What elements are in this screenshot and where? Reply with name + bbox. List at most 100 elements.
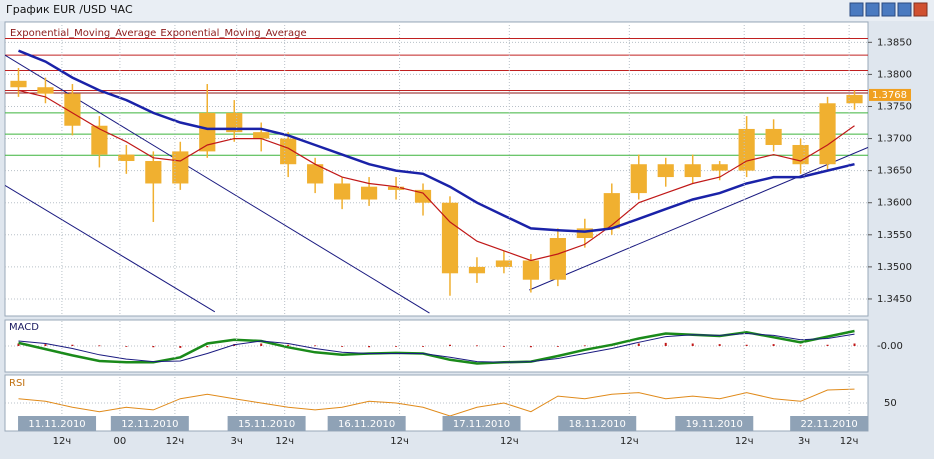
x-tick-label: 3ч <box>231 436 243 447</box>
y-tick-label: 1.3500 <box>877 262 912 273</box>
trend-line <box>529 146 868 291</box>
histogram-bar <box>475 345 478 347</box>
histogram-bar <box>502 346 505 347</box>
close-button[interactable] <box>913 2 928 17</box>
histogram-bar <box>664 342 667 346</box>
price-tag-label: 1.3768 <box>872 90 907 101</box>
macd-line <box>18 332 855 363</box>
candle-body <box>846 94 863 104</box>
menu-button[interactable] <box>865 2 880 17</box>
date-box <box>110 416 189 431</box>
y-tick-label: 1.3850 <box>877 37 912 48</box>
x-tick-label: 12ч <box>840 436 859 447</box>
histogram-bar <box>529 346 532 348</box>
candle-body <box>145 161 162 184</box>
candle-body <box>360 186 378 200</box>
window-buttons[interactable] <box>849 2 928 17</box>
candle-body <box>118 154 135 162</box>
histogram-bar <box>260 343 263 346</box>
legend-entry: Exponential_Moving_Average <box>160 28 306 39</box>
histogram-bar <box>422 346 425 347</box>
histogram-bar <box>179 346 182 348</box>
candle-body <box>10 80 27 88</box>
panel-title: MACD <box>9 322 39 333</box>
ema-line <box>18 49 855 233</box>
histogram-bar <box>799 345 802 347</box>
histogram-bar <box>395 346 398 347</box>
histogram-bar <box>17 343 20 346</box>
histogram-bar <box>125 346 128 347</box>
histogram-bar <box>44 344 47 346</box>
y-tick-label: 50 <box>884 398 897 409</box>
histogram-bar <box>556 346 559 347</box>
price-tag <box>869 88 911 101</box>
ema-line <box>18 89 855 262</box>
histogram-bar <box>772 344 775 346</box>
candle-body <box>765 128 782 145</box>
x-tick-label: 3ч <box>798 436 810 447</box>
legend-entry: Exponential_Moving_Average <box>10 28 156 39</box>
date-label: 12.11.2010 <box>121 419 178 430</box>
date-label: 11.11.2010 <box>28 419 85 430</box>
date-label: 17.11.2010 <box>453 419 510 430</box>
candle-body <box>91 125 108 155</box>
candle-body <box>226 112 243 133</box>
date-box <box>442 416 521 431</box>
date-box <box>790 416 869 431</box>
date-label: 16.11.2010 <box>338 419 395 430</box>
candle-body <box>280 138 297 165</box>
y-tick-label: 1.3700 <box>877 134 912 145</box>
candle-body <box>387 186 405 190</box>
date-label: 22.11.2010 <box>801 419 858 430</box>
candle-body <box>441 202 459 274</box>
date-box <box>675 416 754 431</box>
y-tick-label: 1.3750 <box>877 101 912 112</box>
date-label: 15.11.2010 <box>238 419 295 430</box>
candle-body <box>495 260 513 267</box>
candle-body <box>199 112 216 152</box>
histogram-bar <box>853 343 856 346</box>
maximize-button[interactable] <box>897 2 912 17</box>
histogram-bar <box>718 344 721 346</box>
x-tick-label: 12ч <box>500 436 519 447</box>
candle-body <box>684 164 701 178</box>
candle-body <box>792 144 809 165</box>
x-tick-label: 00 <box>114 436 127 447</box>
histogram-bar <box>287 344 290 346</box>
candle-body <box>253 132 270 139</box>
date-label: 18.11.2010 <box>569 419 626 430</box>
candle-body <box>334 183 351 200</box>
y-tick-label: 1.3450 <box>877 294 912 305</box>
x-tick-label: 12ч <box>166 436 185 447</box>
histogram-bar <box>691 343 694 346</box>
candle-body <box>549 238 566 280</box>
window-title: График EUR /USD ЧАС <box>6 3 133 16</box>
minimize-button[interactable] <box>881 2 896 17</box>
date-box <box>327 416 406 431</box>
x-tick-label: 12ч <box>390 436 409 447</box>
candle-body <box>468 266 486 274</box>
candle-body <box>576 228 593 239</box>
histogram-bar <box>341 346 344 347</box>
date-box <box>18 416 97 431</box>
y-tick-label: -0.00 <box>877 341 903 352</box>
histogram-bar <box>98 345 101 347</box>
date-box <box>558 416 637 431</box>
histogram-bar <box>368 346 371 348</box>
help-button[interactable] <box>849 2 864 17</box>
histogram-bar <box>152 346 155 348</box>
x-tick-label: 12ч <box>620 436 639 447</box>
candle-body <box>522 260 539 280</box>
price-plot <box>5 37 868 314</box>
rsi-line <box>18 388 855 417</box>
candle-body <box>414 189 432 203</box>
candle-body <box>64 93 81 126</box>
y-tick-label: 1.3550 <box>877 230 912 241</box>
candle-body <box>657 164 674 178</box>
histogram-bar <box>71 344 74 346</box>
x-tick-label: 12ч <box>53 436 72 447</box>
histogram-bar <box>314 345 317 347</box>
candle-body <box>819 103 836 165</box>
